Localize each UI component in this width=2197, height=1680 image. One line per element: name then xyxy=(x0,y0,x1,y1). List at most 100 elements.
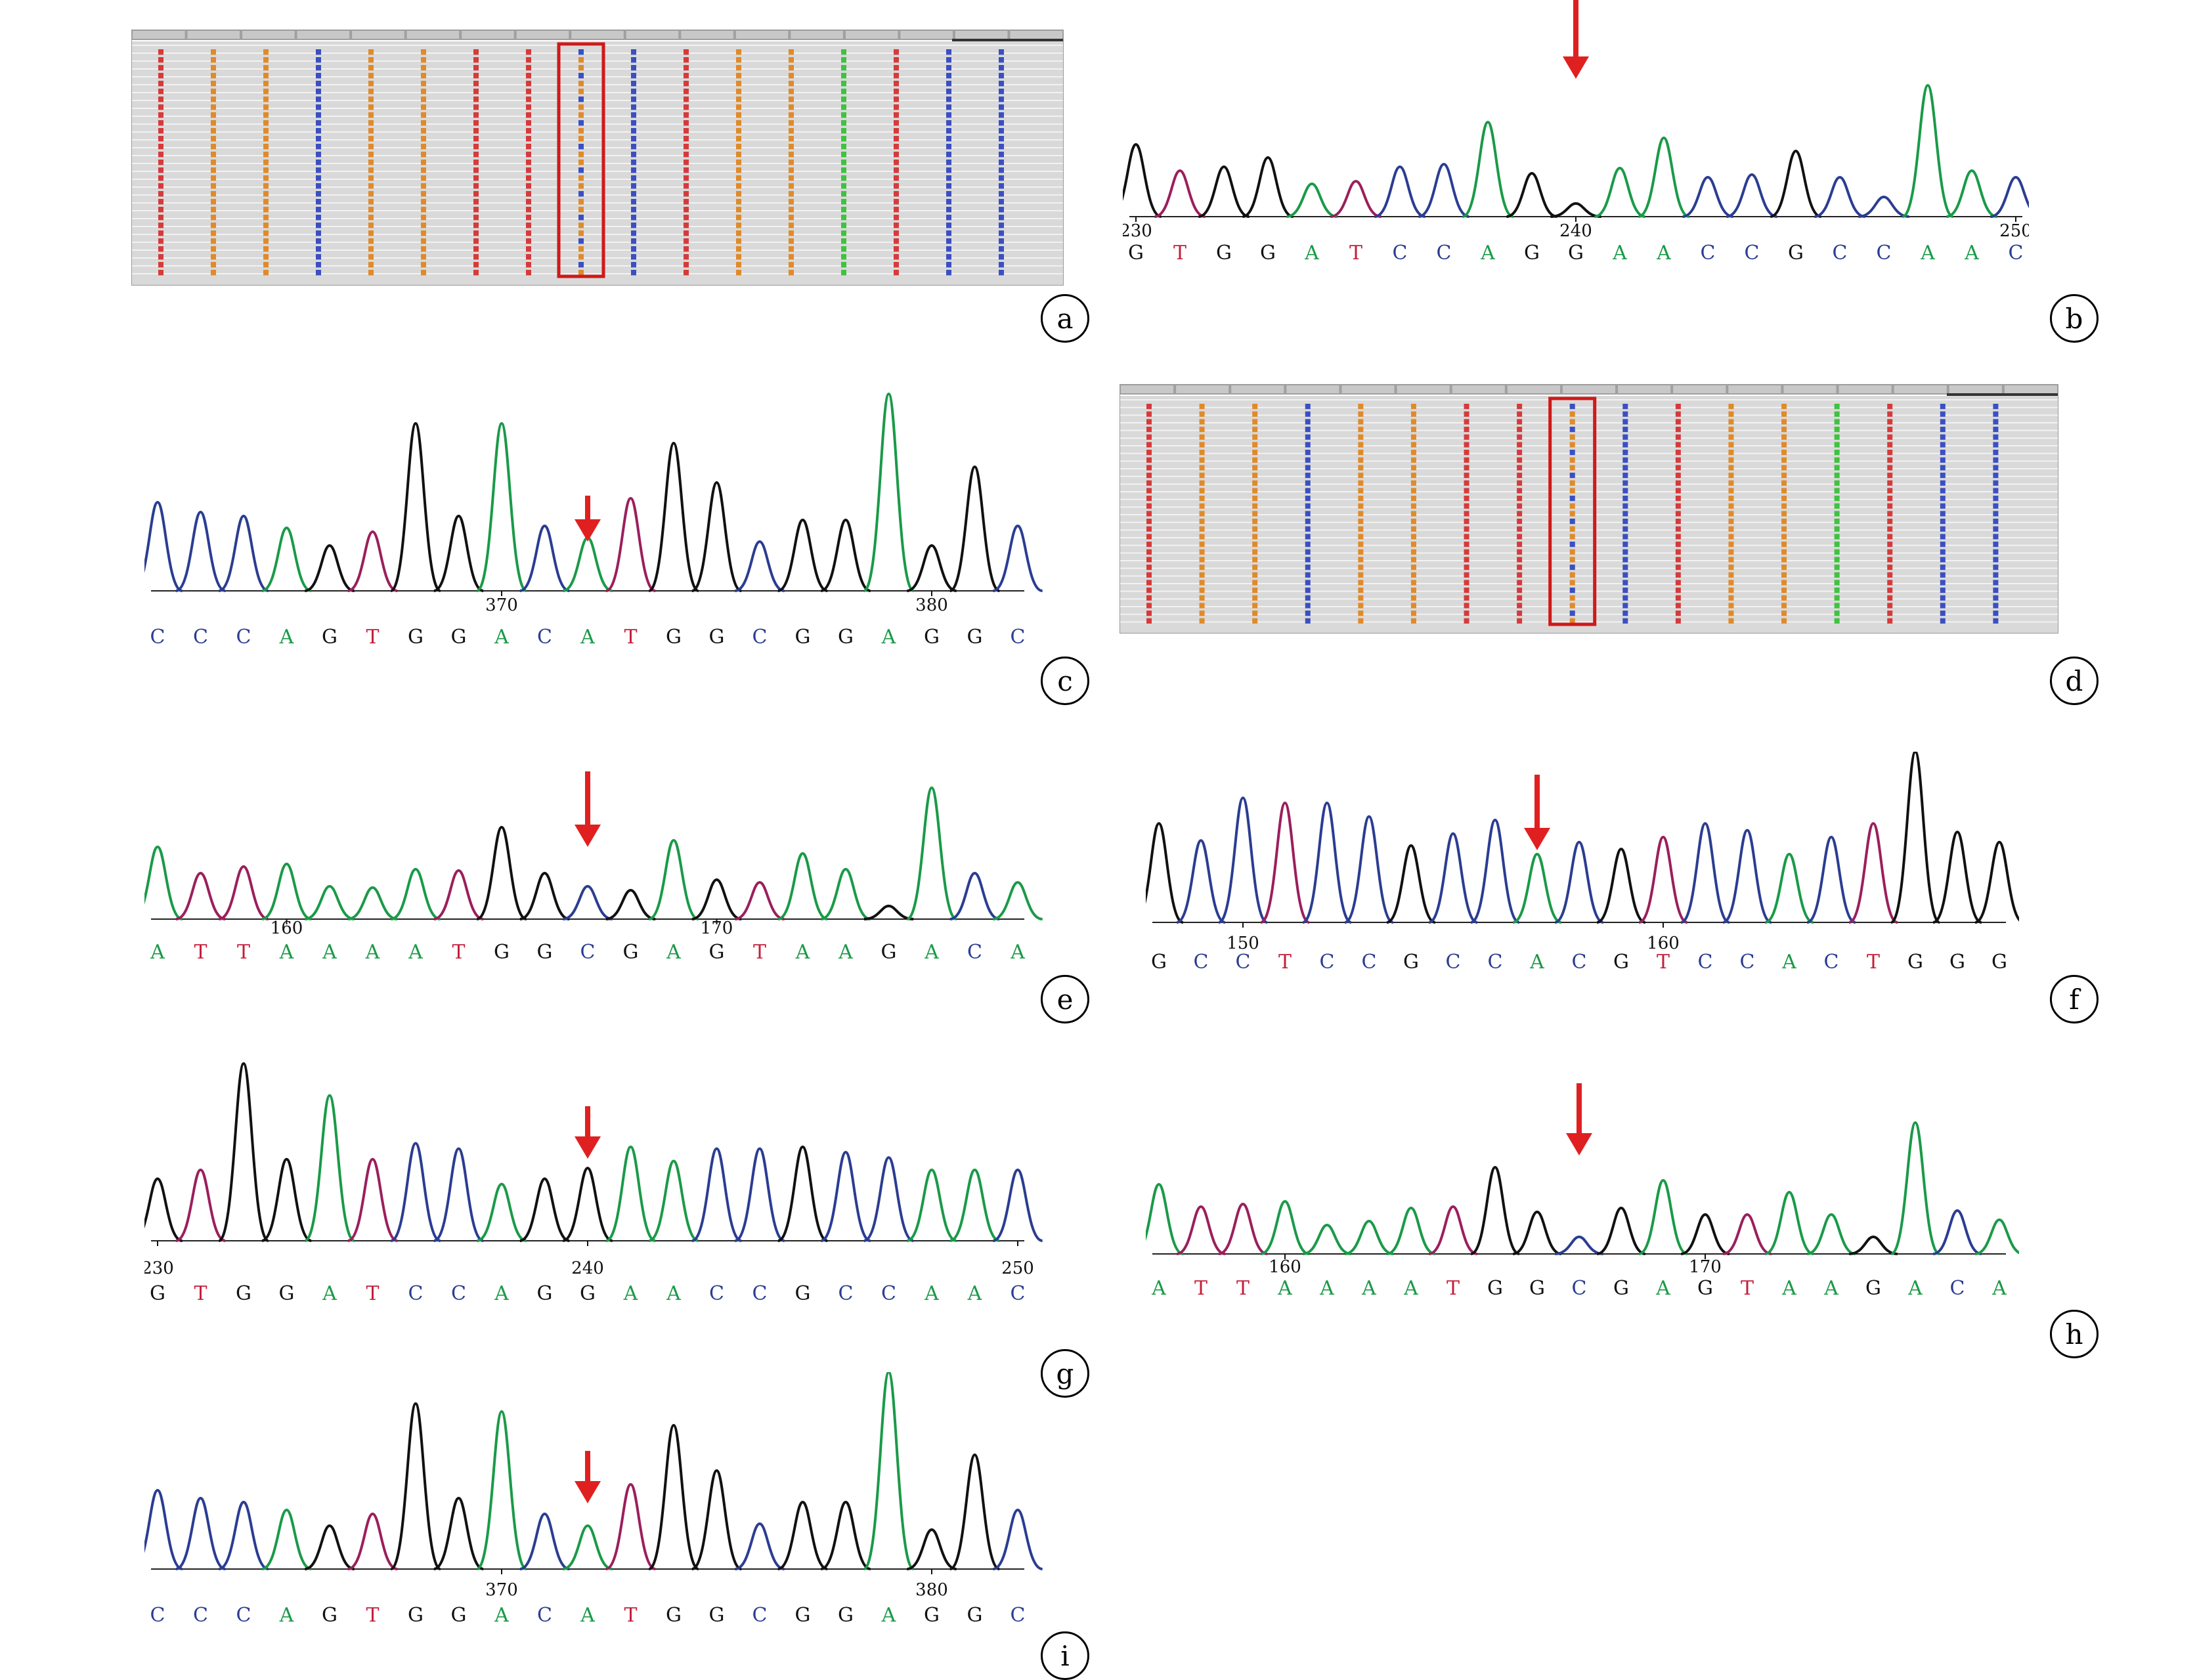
alignment-column xyxy=(1993,404,1999,624)
base-call: A xyxy=(924,1282,939,1305)
base-call: T xyxy=(1194,1277,1207,1300)
trace-peak-c xyxy=(132,500,183,592)
alignment-column xyxy=(263,49,269,276)
base-call: G xyxy=(1260,242,1276,265)
base-call: T xyxy=(366,1282,379,1305)
tick-label: 370 xyxy=(485,1580,518,1600)
base-call: G xyxy=(1529,1277,1545,1300)
base-call: C xyxy=(967,941,982,964)
base-call: C xyxy=(1488,951,1503,974)
mutation-arrow xyxy=(575,1451,601,1503)
trace-peak-c xyxy=(1682,175,1733,218)
trace-peak-g xyxy=(304,1524,355,1570)
trace-peak-g xyxy=(1770,149,1822,218)
base-call: C xyxy=(537,626,552,649)
panel-h: A T T A A A A T G G C G A G T A A G A C A 160 170 xyxy=(1134,1083,2024,1306)
base-call: T xyxy=(194,1282,207,1305)
base-call: G xyxy=(451,1604,467,1627)
base-call: A xyxy=(1151,1277,1166,1300)
trace-peak-a xyxy=(1286,182,1338,218)
base-call: C xyxy=(709,1282,724,1305)
base-call: C xyxy=(881,1282,896,1305)
base-call: G xyxy=(1151,951,1167,974)
base-call: C xyxy=(1011,626,1026,649)
trace-peak-g xyxy=(777,1145,828,1242)
base-call: C xyxy=(1572,951,1587,974)
base-call: C xyxy=(1877,242,1892,265)
trace-peak-c xyxy=(1932,1209,1982,1255)
alignment-view xyxy=(1119,383,2059,634)
base-call: C xyxy=(193,1604,208,1627)
trace-peak-c xyxy=(1418,162,1470,218)
trace-peak-a xyxy=(648,1159,699,1242)
alignment-column xyxy=(1940,404,1946,624)
trace-peak-c xyxy=(1990,175,2041,218)
trace-peak-a xyxy=(1260,1199,1310,1255)
trace-peak-a xyxy=(1344,1219,1394,1255)
trace-peak-t xyxy=(347,1157,398,1242)
alignment-column xyxy=(1622,404,1628,624)
trace-peak-g xyxy=(949,1453,1001,1570)
panel-f: G C C T C C G C C A C G T C C A C T G G G 150 160 xyxy=(1134,750,2024,981)
trace-peak-a xyxy=(863,1370,915,1570)
trace-peak-c xyxy=(1470,818,1520,924)
trace-peak-a xyxy=(261,526,312,592)
base-call: C xyxy=(1446,951,1461,974)
trace-peak-g xyxy=(691,481,742,592)
trace-peak-c xyxy=(1428,832,1478,924)
base-call: C xyxy=(752,626,768,649)
trace-peak-a xyxy=(476,421,527,592)
trace-peak-g xyxy=(261,1157,312,1242)
base-call: T xyxy=(753,941,766,964)
base-call: T xyxy=(1867,951,1880,974)
base-call: C xyxy=(193,626,208,649)
trace-peak-a xyxy=(1638,1178,1688,1255)
base-call: G xyxy=(967,626,983,649)
tick-label: 240 xyxy=(1559,221,1592,241)
trace-peak-g xyxy=(906,544,957,592)
trace-peak-c xyxy=(519,524,570,592)
trace-peak-c xyxy=(734,1147,785,1242)
base-call: A xyxy=(1010,941,1025,964)
base-call: A xyxy=(494,1604,509,1627)
base-call: C xyxy=(1698,951,1713,974)
base-call: A xyxy=(1655,1277,1670,1300)
trace-peak-g xyxy=(304,544,355,592)
alignment-column xyxy=(1305,404,1311,624)
trace-peak-c xyxy=(1344,815,1394,924)
alignment-column xyxy=(1410,404,1416,624)
base-call: T xyxy=(1173,242,1186,265)
base-call: G xyxy=(838,626,854,649)
trace-peak-a xyxy=(1512,852,1562,924)
trace-peak-c xyxy=(132,1488,183,1570)
base-call: A xyxy=(279,626,294,649)
panel-a xyxy=(131,29,1064,286)
trace-peak-c xyxy=(863,1156,914,1242)
trace-peak-a xyxy=(906,1168,957,1242)
alignment-column xyxy=(316,49,321,276)
trace-peak-g xyxy=(433,514,484,592)
trace-peak-t xyxy=(1722,1213,1772,1255)
base-call: C xyxy=(408,1282,424,1305)
trace-peak-g xyxy=(433,1496,484,1570)
trace-peak-t xyxy=(433,869,484,920)
trace-peak-a xyxy=(1974,1218,2024,1255)
trace-peak-t xyxy=(1176,1205,1226,1255)
base-call: A xyxy=(838,941,853,964)
trace-peak-a xyxy=(304,884,355,920)
trace-peak-a xyxy=(261,862,312,920)
mutation-arrow xyxy=(575,496,601,542)
mutation-arrow xyxy=(1524,775,1550,850)
trace-peak-t xyxy=(605,1482,656,1570)
alignment-column xyxy=(1358,404,1364,624)
trace-peak-g xyxy=(1848,1235,1898,1255)
alignment-column xyxy=(526,49,531,276)
trace-peak-c xyxy=(1680,822,1730,924)
base-call: G xyxy=(1487,1277,1503,1300)
alignment-column xyxy=(1781,404,1787,624)
trace-peak-g xyxy=(820,518,871,592)
trace-peak-t xyxy=(1154,169,1206,218)
trace-peak-g xyxy=(1596,848,1646,924)
base-call: C xyxy=(1320,951,1335,974)
